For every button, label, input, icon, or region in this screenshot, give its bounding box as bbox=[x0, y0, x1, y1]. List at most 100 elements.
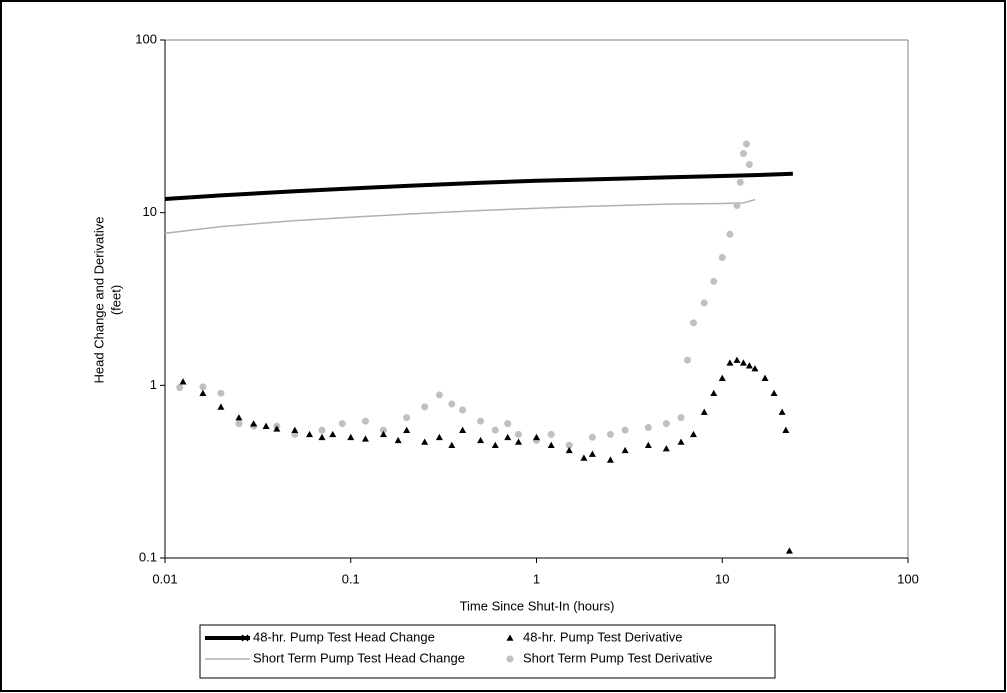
point bbox=[677, 438, 685, 445]
legend-swatch bbox=[506, 655, 514, 663]
point bbox=[262, 422, 270, 429]
point bbox=[306, 430, 314, 438]
point bbox=[176, 384, 184, 392]
point bbox=[491, 441, 499, 449]
point bbox=[621, 426, 629, 434]
line bbox=[164, 198, 756, 234]
legend-label: 48-hr. Pump Test Head Change bbox=[253, 629, 435, 644]
point bbox=[739, 150, 747, 158]
y-axis-title: (feet) bbox=[108, 285, 123, 315]
point bbox=[318, 433, 326, 441]
x-tick-label: 100 bbox=[897, 571, 919, 586]
point bbox=[733, 202, 741, 210]
point bbox=[379, 426, 387, 434]
x-tick-label: 0.1 bbox=[342, 571, 360, 586]
point bbox=[782, 426, 790, 433]
x-tick-label: 0.01 bbox=[152, 571, 177, 586]
point bbox=[742, 140, 750, 148]
line bbox=[164, 171, 793, 201]
point bbox=[504, 420, 512, 428]
point bbox=[448, 400, 456, 408]
point bbox=[588, 450, 596, 457]
point bbox=[761, 374, 769, 381]
point bbox=[745, 161, 753, 169]
point bbox=[477, 436, 485, 444]
legend-label: 48-hr. Pump Test Derivative bbox=[523, 629, 682, 644]
point bbox=[217, 389, 225, 397]
point bbox=[250, 420, 258, 427]
point bbox=[778, 408, 786, 415]
point bbox=[770, 389, 778, 397]
point bbox=[421, 403, 429, 411]
point bbox=[347, 433, 355, 441]
point bbox=[504, 433, 512, 441]
x-tick-label: 1 bbox=[533, 571, 540, 586]
x-tick-label: 10 bbox=[715, 571, 729, 586]
y-tick-label: 100 bbox=[135, 31, 157, 46]
point bbox=[606, 430, 614, 438]
point bbox=[403, 426, 411, 433]
point bbox=[179, 378, 187, 385]
point bbox=[700, 408, 708, 415]
legend-swatch bbox=[241, 634, 249, 642]
y-tick-label: 1 bbox=[150, 377, 157, 392]
point bbox=[435, 433, 443, 441]
point bbox=[565, 441, 573, 449]
point bbox=[733, 356, 741, 363]
point bbox=[459, 406, 467, 414]
point bbox=[745, 362, 753, 369]
point bbox=[700, 299, 708, 307]
point bbox=[565, 446, 573, 454]
point bbox=[533, 433, 540, 441]
legend-box bbox=[199, 624, 776, 679]
point bbox=[662, 445, 670, 452]
point bbox=[621, 446, 629, 454]
x-axis-title: Time Since Shut-In (hours) bbox=[460, 598, 615, 613]
point bbox=[644, 441, 652, 449]
point bbox=[459, 426, 467, 433]
point bbox=[718, 253, 726, 261]
legend-swatch bbox=[506, 634, 514, 641]
point bbox=[514, 438, 522, 445]
point bbox=[199, 389, 207, 397]
point bbox=[379, 430, 387, 438]
point bbox=[361, 435, 369, 442]
point bbox=[338, 420, 346, 428]
point bbox=[588, 433, 596, 441]
point bbox=[421, 438, 429, 445]
point bbox=[435, 391, 443, 399]
point bbox=[217, 403, 225, 410]
point bbox=[726, 359, 734, 366]
point bbox=[751, 365, 759, 372]
point bbox=[514, 430, 522, 438]
point bbox=[491, 426, 499, 434]
point bbox=[547, 441, 555, 449]
legend-label: Short Term Pump Test Head Change bbox=[253, 650, 465, 665]
point bbox=[606, 456, 614, 463]
point bbox=[689, 319, 697, 327]
point bbox=[318, 426, 326, 434]
point bbox=[662, 420, 670, 428]
point bbox=[580, 454, 588, 461]
point bbox=[361, 417, 369, 425]
y-tick-label: 10 bbox=[143, 204, 157, 219]
point bbox=[199, 383, 207, 391]
point bbox=[329, 430, 337, 438]
point bbox=[235, 414, 243, 421]
point bbox=[477, 417, 485, 425]
point bbox=[785, 547, 793, 554]
point bbox=[291, 426, 299, 433]
point bbox=[448, 441, 456, 449]
y-tick-label: 0.1 bbox=[139, 549, 157, 564]
point bbox=[677, 414, 685, 422]
y-axis-title: Head Change and Derivative bbox=[91, 217, 106, 384]
point bbox=[403, 414, 411, 422]
point bbox=[710, 389, 718, 397]
point bbox=[394, 436, 402, 444]
point bbox=[644, 423, 652, 431]
point bbox=[718, 374, 726, 381]
point bbox=[683, 356, 691, 364]
point bbox=[726, 230, 734, 238]
point bbox=[547, 430, 555, 438]
